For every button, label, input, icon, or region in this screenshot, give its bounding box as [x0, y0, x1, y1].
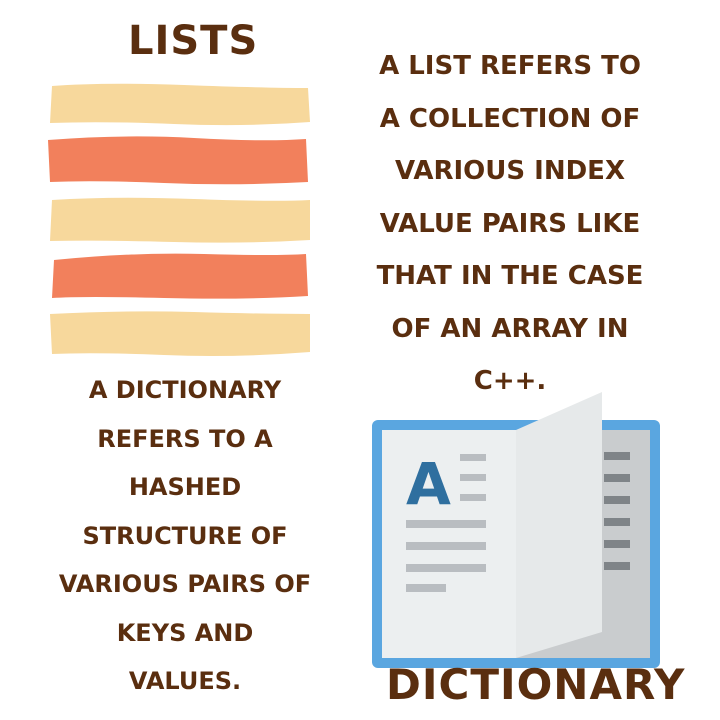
list-description: A LIST REFERS TO A COLLECTION OF VARIOUS… [355, 40, 665, 408]
dictionary-description-line: VALUES. [128, 667, 242, 695]
list-description-line: C++. [473, 366, 547, 396]
list-description-line: THAT IN THE CASE [376, 261, 644, 291]
stripe-5 [50, 311, 310, 356]
list-description-line: OF AN ARRAY IN [391, 313, 629, 344]
dictionary-description: A DICTIONARY REFERS TO A HASHED STRUCTUR… [40, 366, 330, 706]
dictionary-description-line: KEYS AND [116, 618, 254, 647]
stripe-4 [52, 253, 308, 299]
list-stripes-illustration [48, 83, 310, 356]
lists-heading: LISTS [128, 18, 259, 64]
dictionary-description-line: HASHED [128, 473, 242, 501]
list-description-line: A COLLECTION OF [379, 103, 641, 134]
list-description-line: VALUE PAIRS LIKE [379, 208, 641, 239]
dictionary-book-icon: A [372, 392, 660, 668]
list-description-line: A LIST REFERS TO [379, 51, 641, 81]
list-description-line: VARIOUS INDEX [395, 156, 625, 186]
dictionary-heading: DICTIONARY [386, 660, 686, 709]
book-turning-page [516, 392, 602, 658]
dictionary-description-line: REFERS TO A [97, 424, 273, 453]
stripe-1 [50, 83, 310, 126]
dictionary-description-line: STRUCTURE OF [82, 521, 288, 550]
dictionary-description-line: VARIOUS PAIRS OF [58, 570, 312, 598]
stripe-2 [48, 136, 308, 185]
book-letter-icon: A [406, 450, 451, 518]
stripe-3 [50, 197, 310, 243]
dictionary-description-line: A DICTIONARY [88, 376, 282, 404]
